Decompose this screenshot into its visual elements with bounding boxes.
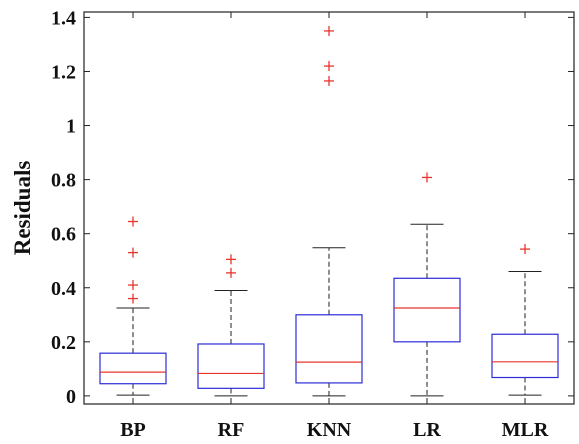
outlier-marker [324,75,334,86]
box-group-rf [197,254,265,397]
box-group-knn [295,25,363,397]
outlier-marker [422,172,432,183]
y-tick-label: 0 [66,386,76,408]
x-tick-label: BP [120,419,146,441]
y-tick-label: 1 [66,116,76,138]
outlier-marker [128,216,138,227]
iqr-box [295,314,363,384]
outlier-marker [324,25,334,36]
x-tick-label: LR [413,419,441,441]
box-group-lr [393,172,461,397]
x-axis: BP RF KNN LR MLR [120,12,549,441]
outlier-marker [226,254,236,265]
y-tick-label: 1.2 [51,61,76,83]
x-tick-label: RF [218,419,245,441]
outlier-marker [520,244,530,255]
y-axis-title: Residuals [10,161,35,256]
box-group-mlr [491,244,559,396]
iqr-box [491,333,559,379]
iqr-box [393,277,461,343]
boxes-layer [99,25,559,397]
outlier-marker [226,267,236,278]
box-group-bp [99,216,167,396]
y-axis: 0 0.2 0.4 0.6 0.8 1 1.2 1.4 [51,7,574,408]
outlier-marker [128,280,138,291]
y-tick-label: 1.4 [51,7,76,29]
x-tick-label: KNN [307,419,352,441]
iqr-box [99,352,167,385]
outlier-marker [128,247,138,258]
y-tick-label: 0.2 [51,332,76,354]
y-tick-label: 0.8 [51,170,76,192]
x-tick-label: MLR [502,419,549,441]
iqr-box [197,343,265,389]
outlier-marker [128,293,138,304]
y-tick-label: 0.4 [51,278,76,300]
outlier-marker [324,61,334,72]
y-tick-label: 0.6 [51,224,76,246]
